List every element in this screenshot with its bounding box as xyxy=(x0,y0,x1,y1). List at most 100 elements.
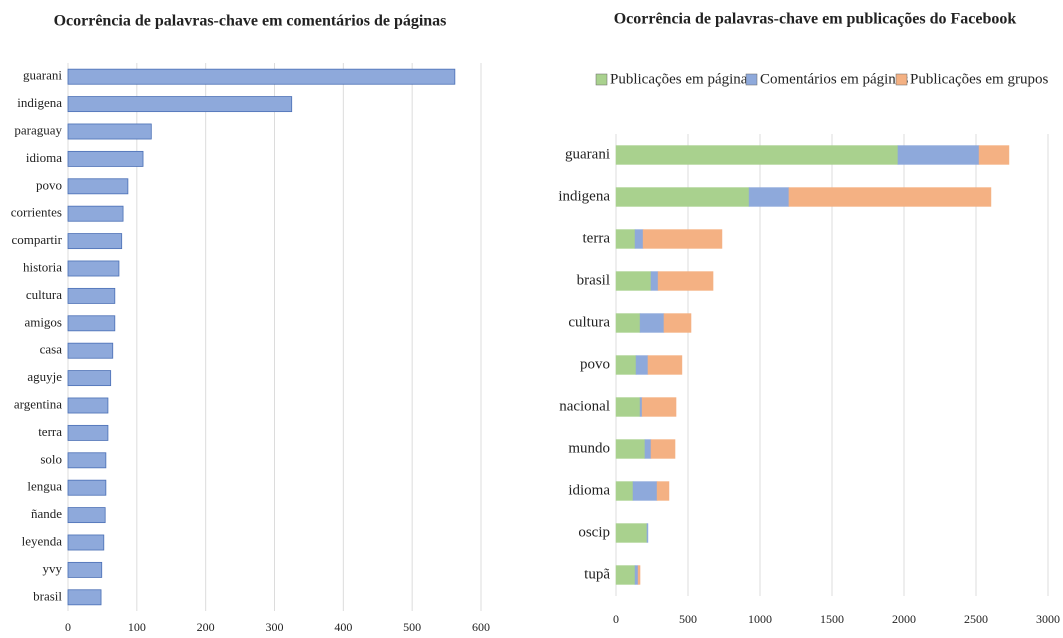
y-tick-label: nacional xyxy=(559,398,610,414)
y-tick-label: aguyje xyxy=(27,369,62,384)
bar-segment xyxy=(632,481,658,501)
legend-swatch xyxy=(595,73,608,86)
bar-segment xyxy=(663,313,692,333)
legend-label: Comentários em páginas xyxy=(760,71,908,87)
bar-segment xyxy=(897,145,980,165)
bar-segment xyxy=(615,229,636,249)
y-tick-label: paraguay xyxy=(14,122,62,137)
bar-segment xyxy=(615,523,648,543)
bar-segment xyxy=(650,271,659,291)
y-tick-label: guarani xyxy=(23,68,62,83)
y-tick-label: mundo xyxy=(568,440,610,456)
bar-segment xyxy=(634,565,639,585)
y-tick-label: brasil xyxy=(577,272,610,288)
y-tick-label: leyenda xyxy=(22,533,63,548)
legend-swatch xyxy=(745,73,758,86)
bar xyxy=(67,315,116,332)
bar-segment xyxy=(641,397,677,417)
bar-segment xyxy=(748,187,790,207)
chart-title: Ocorrência de palavras-chave em comentár… xyxy=(54,13,447,30)
bar-segment xyxy=(615,355,637,375)
y-tick-label: casa xyxy=(40,342,63,357)
y-tick-label: guarani xyxy=(565,146,610,162)
x-tick-label: 3000 xyxy=(1036,612,1060,626)
bar-segment xyxy=(639,397,643,417)
bar-segment xyxy=(615,313,641,333)
x-tick-label: 0 xyxy=(613,612,619,626)
bar xyxy=(67,150,144,167)
x-tick-label: 600 xyxy=(472,620,490,634)
y-tick-label: solo xyxy=(40,451,62,466)
bar-segment xyxy=(615,271,652,291)
bar xyxy=(67,178,129,195)
x-tick-label: 500 xyxy=(403,620,421,634)
bar-segment xyxy=(615,397,641,417)
bar xyxy=(67,287,116,304)
y-tick-label: idioma xyxy=(26,150,62,165)
bar-segment xyxy=(615,187,750,207)
y-tick-label: povo xyxy=(36,177,62,192)
y-tick-label: compartir xyxy=(11,232,62,247)
x-tick-label: 100 xyxy=(128,620,146,634)
bar-segment xyxy=(615,565,636,585)
y-tick-label: tupã xyxy=(584,566,610,582)
bar-segment xyxy=(637,565,641,585)
bar-segment xyxy=(639,313,665,333)
bar-segment xyxy=(646,523,649,543)
y-tick-label: indigena xyxy=(558,188,610,204)
bar xyxy=(67,507,106,524)
chart-title: Ocorrência de palavras-chave em publicaç… xyxy=(614,11,1017,28)
x-tick-label: 1500 xyxy=(820,612,844,626)
legend-label: Publicações em grupos xyxy=(910,71,1048,87)
bar-segment xyxy=(635,355,649,375)
bar xyxy=(67,589,102,606)
y-tick-label: historia xyxy=(23,259,62,274)
bar xyxy=(67,233,123,250)
y-tick-label: cultura xyxy=(26,287,62,302)
bar-segment xyxy=(656,481,670,501)
legend-label: Publicações em páginas xyxy=(610,71,753,87)
bar xyxy=(67,370,112,387)
bar xyxy=(67,260,120,277)
y-tick-label: corrientes xyxy=(11,205,62,220)
x-tick-label: 200 xyxy=(197,620,215,634)
x-tick-label: 400 xyxy=(334,620,352,634)
bar xyxy=(67,561,103,578)
bar xyxy=(67,397,109,414)
bar xyxy=(67,123,152,140)
bar-segment xyxy=(647,355,683,375)
bar xyxy=(67,342,114,359)
y-tick-label: idioma xyxy=(568,482,610,498)
bar xyxy=(67,452,107,469)
bar xyxy=(67,205,124,222)
bar xyxy=(67,424,109,441)
bar xyxy=(67,479,107,496)
x-tick-label: 2500 xyxy=(964,612,988,626)
bar-segment xyxy=(650,439,676,459)
y-tick-label: ñande xyxy=(31,506,62,521)
y-tick-label: lengua xyxy=(27,479,62,494)
y-tick-label: oscip xyxy=(578,524,610,540)
legend-swatch xyxy=(895,73,908,86)
y-tick-label: terra xyxy=(38,424,62,439)
bar-segment xyxy=(615,439,646,459)
y-tick-label: argentina xyxy=(14,396,62,411)
y-tick-label: yvy xyxy=(43,561,63,576)
y-tick-label: indigena xyxy=(17,95,62,110)
x-tick-label: 0 xyxy=(65,620,71,634)
y-tick-label: brasil xyxy=(33,588,62,603)
y-tick-label: amigos xyxy=(24,314,62,329)
bar-segment xyxy=(978,145,1010,165)
bar-segment xyxy=(634,229,644,249)
bar-segment xyxy=(644,439,652,459)
y-tick-label: cultura xyxy=(568,314,610,330)
y-tick-label: povo xyxy=(580,356,610,372)
bar-segment xyxy=(615,145,899,165)
x-tick-label: 1000 xyxy=(748,612,772,626)
bar-segment xyxy=(657,271,714,291)
x-tick-label: 500 xyxy=(679,612,697,626)
bar-segment xyxy=(615,481,634,501)
bar xyxy=(67,534,105,551)
y-tick-label: terra xyxy=(583,230,611,246)
